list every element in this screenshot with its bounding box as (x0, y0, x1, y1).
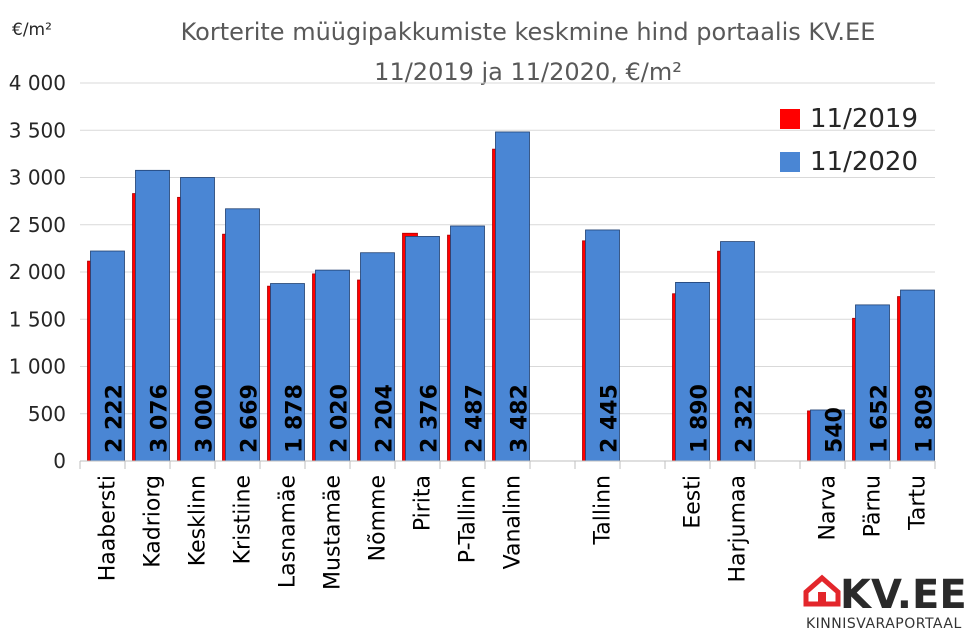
data-label: 1 890 (688, 384, 713, 453)
x-tick-label: Tartu (906, 475, 931, 531)
legend-label: 11/2019 (810, 104, 918, 134)
chart-subtitle: 11/2019 ja 11/2020, €/m² (374, 58, 682, 86)
bar-11-2020 (225, 208, 260, 462)
logo-subtitle: KINNISVARAPORTAAL (806, 616, 962, 632)
bar-11-2020 (495, 131, 530, 462)
legend-swatch (780, 152, 800, 172)
x-tick-label: Lasnamäe (276, 475, 301, 588)
bar-11-2020 (135, 169, 170, 462)
data-label: 1 878 (283, 384, 308, 453)
legend-swatch (780, 109, 800, 129)
bar-11-2020 (360, 252, 395, 462)
data-label: 2 222 (103, 384, 128, 453)
y-tick-label: 2 000 (9, 260, 66, 284)
house-icon (803, 574, 841, 607)
x-tick-label: Kadriorg (141, 475, 166, 568)
x-tick-label: Pirita (411, 475, 436, 531)
y-tick-label: 3 000 (9, 166, 66, 190)
kv-ee-logo: KV.EE KINNISVARAPORTAAL (803, 572, 967, 632)
y-axis-ticks: 0 500 1 000 1 500 2 000 2 500 3 000 3 500 4 000 (9, 71, 66, 473)
data-label: 2 204 (373, 384, 398, 453)
data-label: 3 076 (148, 384, 173, 453)
data-label: 2 445 (598, 384, 623, 453)
y-tick-label: 0 (53, 449, 66, 473)
y-tick-label: 2 500 (9, 213, 66, 237)
x-tick-label: Vanalinn (501, 475, 526, 569)
chart-title: Korterite müügipakkumiste keskmine hind … (181, 18, 876, 46)
data-label: 1 652 (868, 384, 893, 453)
bar-11-2020 (405, 236, 440, 462)
x-tick-label: Mustamäe (321, 475, 346, 590)
bar-11-2020 (675, 281, 710, 462)
y-axis-unit-label: €/m² (12, 20, 52, 40)
y-tick-label: 4 000 (9, 71, 66, 95)
y-tick-label: 500 (28, 402, 66, 426)
data-label: 3 482 (508, 384, 533, 453)
x-tick-label: Kristiine (231, 475, 256, 564)
data-label: 1 809 (913, 384, 938, 453)
bar-11-2020 (585, 229, 620, 462)
bar-11-2020 (270, 283, 305, 462)
bar-11-2020 (855, 304, 890, 462)
x-tick-label: Nõmme (366, 475, 391, 561)
bar-11-2020 (180, 177, 215, 462)
data-label: 540 (823, 407, 848, 453)
x-tick-label: P-Tallinn (456, 475, 481, 563)
legend: 11/2019 11/2020 (780, 104, 918, 177)
data-labels: 2 222 3 076 3 000 2 669 1 878 2 020 2 204 2 376… (103, 384, 938, 453)
bar-11-2020 (720, 241, 755, 462)
x-tick-label: Narva (816, 475, 841, 540)
logo-text: KV.EE (840, 572, 967, 618)
data-label: 2 322 (733, 384, 758, 453)
data-label: 3 000 (193, 384, 218, 453)
x-tick-label: Kesklinn (186, 475, 211, 566)
x-tick-label: Haabersti (96, 475, 121, 581)
house-door-icon (818, 592, 826, 604)
bar-11-2020 (315, 269, 350, 462)
y-tick-label: 3 500 (9, 118, 66, 142)
bar-11-2020 (900, 289, 935, 462)
x-tick-label: Eesti (681, 475, 706, 529)
y-tick-label: 1 500 (9, 307, 66, 331)
x-tick-label: Tallinn (591, 475, 616, 546)
x-tick-label: Harjumaa (726, 475, 751, 583)
data-label: 2 487 (463, 384, 488, 453)
bar-11-2020 (810, 409, 845, 462)
x-axis-ticks: Haabersti Kadriorg Kesklinn Kristiine Lasnam… (79, 461, 936, 590)
legend-label: 11/2020 (810, 147, 918, 177)
bar-11-2020 (450, 225, 485, 462)
bar-11-2020 (90, 250, 125, 462)
data-label: 2 376 (418, 384, 443, 453)
data-label: 2 669 (238, 384, 263, 453)
x-tick-label: Pärnu (861, 475, 886, 537)
y-tick-label: 1 000 (9, 355, 66, 379)
bars (87, 131, 935, 462)
data-label: 2 020 (328, 384, 353, 453)
